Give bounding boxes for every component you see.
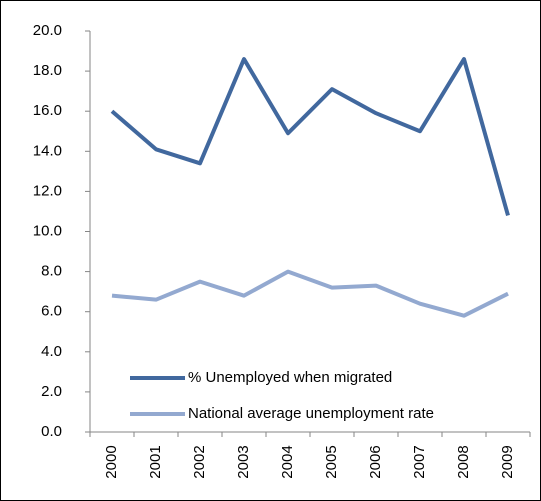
- x-tick-label: 2005: [323, 445, 340, 478]
- x-tick-label: 2001: [147, 445, 164, 478]
- x-tick-label: 2006: [367, 445, 384, 478]
- x-tick-label: 2003: [235, 445, 252, 478]
- y-tick-label: 16.0: [33, 102, 62, 119]
- y-tick-label: 8.0: [41, 263, 62, 280]
- y-tick-label: 12.0: [33, 182, 62, 199]
- x-tick-label: 2000: [103, 445, 120, 478]
- x-tick-label: 2008: [455, 445, 472, 478]
- y-tick-label: 6.0: [41, 303, 62, 320]
- y-tick-label: 18.0: [33, 62, 62, 79]
- series-line: [110, 57, 510, 217]
- y-tick-label: 4.0: [41, 343, 62, 360]
- y-tick-label: 20.0: [33, 22, 62, 39]
- y-tick-label: 14.0: [33, 142, 62, 159]
- y-tick-label: 2.0: [41, 383, 62, 400]
- x-tick-label: 2007: [411, 445, 428, 478]
- y-tick-label: 0.0: [41, 423, 62, 440]
- x-tick-label: 2002: [191, 445, 208, 478]
- series-line: [111, 269, 509, 318]
- legend-label: % Unemployed when migrated: [188, 369, 392, 386]
- legend-label: National average unemployment rate: [188, 405, 434, 422]
- y-tick-label: 10.0: [33, 222, 62, 239]
- x-tick-label: 2009: [499, 445, 516, 478]
- x-tick-label: 2004: [279, 445, 296, 478]
